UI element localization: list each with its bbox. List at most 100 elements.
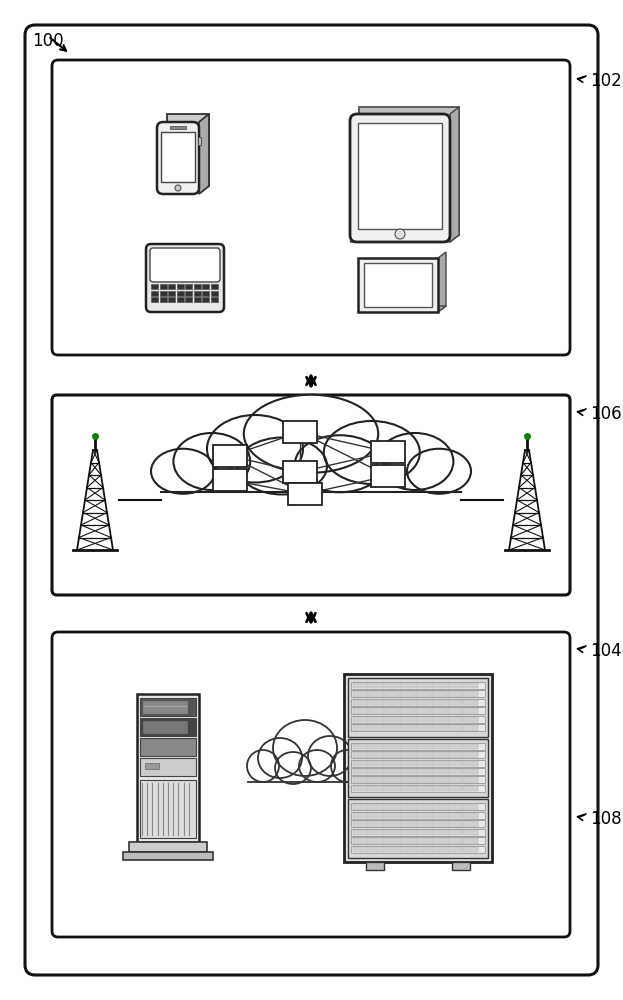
FancyBboxPatch shape: [150, 248, 220, 282]
Bar: [283, 421, 317, 443]
Bar: [384, 717, 399, 722]
Bar: [351, 682, 485, 689]
Bar: [400, 769, 415, 774]
Bar: [358, 123, 442, 229]
Bar: [447, 744, 462, 749]
Bar: [416, 804, 430, 810]
Bar: [400, 691, 415, 697]
Bar: [202, 291, 209, 296]
Ellipse shape: [151, 449, 215, 494]
Bar: [351, 724, 485, 731]
Bar: [464, 752, 478, 758]
Text: 104: 104: [590, 642, 622, 660]
Bar: [351, 820, 485, 827]
Bar: [371, 441, 405, 463]
Bar: [447, 769, 462, 774]
Bar: [369, 700, 384, 705]
Circle shape: [175, 185, 181, 191]
Text: 106: 106: [590, 405, 622, 423]
Bar: [400, 786, 415, 791]
Bar: [432, 786, 447, 791]
Bar: [432, 838, 447, 844]
Bar: [384, 744, 399, 749]
Bar: [161, 445, 461, 490]
Bar: [432, 847, 447, 852]
Bar: [358, 258, 438, 312]
Bar: [416, 821, 430, 827]
Bar: [348, 739, 488, 797]
Bar: [129, 842, 207, 852]
Bar: [143, 701, 187, 713]
Bar: [464, 830, 478, 835]
Bar: [447, 761, 462, 766]
Bar: [353, 838, 368, 844]
Ellipse shape: [376, 433, 454, 490]
Bar: [432, 717, 447, 722]
Bar: [288, 483, 322, 505]
Bar: [353, 717, 368, 722]
Bar: [384, 813, 399, 818]
Polygon shape: [359, 107, 459, 235]
Bar: [400, 813, 415, 818]
Bar: [432, 769, 447, 774]
Bar: [353, 683, 368, 688]
Bar: [283, 461, 317, 483]
FancyBboxPatch shape: [157, 122, 199, 194]
Bar: [400, 744, 415, 749]
Bar: [432, 830, 447, 835]
Bar: [416, 838, 430, 844]
Bar: [416, 708, 430, 714]
Bar: [447, 804, 462, 810]
Bar: [464, 717, 478, 722]
Bar: [351, 785, 485, 792]
Bar: [213, 469, 247, 491]
Ellipse shape: [275, 752, 311, 784]
Bar: [351, 760, 485, 766]
Bar: [416, 761, 430, 766]
Bar: [369, 725, 384, 731]
Bar: [185, 291, 192, 296]
Bar: [351, 707, 485, 714]
Bar: [176, 284, 184, 289]
Bar: [384, 847, 399, 852]
Bar: [447, 700, 462, 705]
Bar: [464, 744, 478, 749]
Polygon shape: [450, 107, 459, 242]
Bar: [151, 284, 158, 289]
Bar: [344, 674, 492, 862]
Bar: [151, 291, 158, 296]
Bar: [447, 813, 462, 818]
Bar: [369, 847, 384, 852]
Bar: [384, 777, 399, 783]
Polygon shape: [350, 235, 459, 242]
Bar: [140, 698, 196, 716]
Bar: [351, 846, 485, 852]
Bar: [353, 830, 368, 835]
Bar: [416, 683, 430, 688]
Bar: [464, 725, 478, 731]
Bar: [464, 769, 478, 774]
Bar: [400, 683, 415, 688]
Bar: [384, 752, 399, 758]
Circle shape: [395, 229, 405, 239]
Bar: [384, 708, 399, 714]
Ellipse shape: [273, 720, 337, 776]
Bar: [351, 699, 485, 706]
Bar: [369, 838, 384, 844]
Bar: [432, 683, 447, 688]
Bar: [447, 708, 462, 714]
Ellipse shape: [308, 736, 352, 776]
Bar: [400, 761, 415, 766]
Bar: [369, 761, 384, 766]
Bar: [366, 862, 384, 870]
FancyBboxPatch shape: [25, 25, 598, 975]
Bar: [369, 813, 384, 818]
Bar: [416, 830, 430, 835]
Bar: [400, 838, 415, 844]
Bar: [416, 725, 430, 731]
Ellipse shape: [295, 435, 384, 492]
Bar: [384, 769, 399, 774]
Bar: [353, 752, 368, 758]
Bar: [447, 777, 462, 783]
Bar: [447, 725, 462, 731]
